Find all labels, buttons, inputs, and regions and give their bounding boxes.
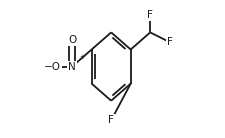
Text: O: O [68, 35, 76, 45]
Text: F: F [166, 37, 172, 47]
Text: N: N [68, 62, 76, 72]
Text: −O: −O [44, 62, 61, 72]
Text: +: + [79, 54, 84, 60]
Text: F: F [147, 10, 153, 20]
Text: F: F [108, 115, 114, 125]
